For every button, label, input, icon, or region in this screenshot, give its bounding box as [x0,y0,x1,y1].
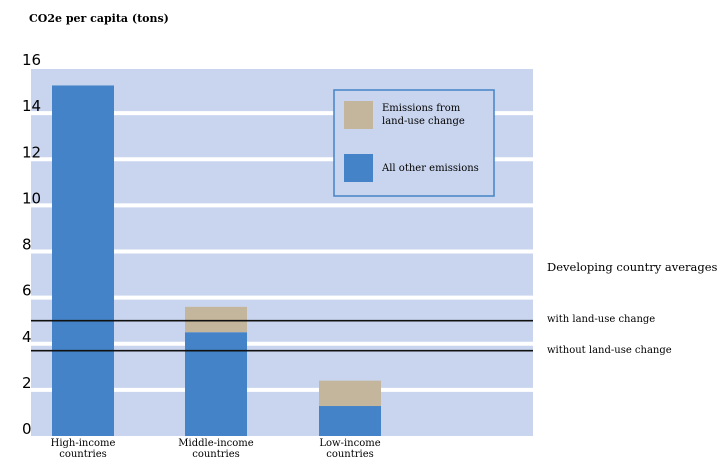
reference-label-without-land-use: without land-use change [547,345,672,356]
legend-label-land-use-line2: land-use change [382,116,465,127]
category-labels: High-incomecountriesMiddle-incomecountri… [51,438,381,460]
category-label-1-line-1: countries [192,449,240,460]
grid-band-0 [31,391,533,436]
legend: Emissions from land-use change All other… [333,89,495,197]
legend-swatch-other-emissions [344,154,373,182]
grid-band-3 [31,253,533,296]
reference-label-with-land-use: with land-use change [547,314,655,325]
bar-1-series-1 [185,306,247,333]
y-tick-4: 4 [22,328,32,346]
category-label-0-line-0: High-income [51,438,116,449]
y-tick-labels: 0 2 4 6 8 10 12 14 16 [22,51,41,438]
grid-band-1 [31,345,533,388]
category-label-1-line-0: Middle-income [178,438,253,449]
category-label-2-line-0: Low-income [319,438,380,449]
y-tick-10: 10 [22,189,41,207]
y-tick-12: 12 [22,143,41,161]
legend-label-land-use-line1: Emissions from [382,103,461,114]
bars [52,85,381,436]
bar-2-series-1 [319,380,381,407]
y-tick-14: 14 [22,97,41,115]
legend-swatch-land-use [344,101,373,129]
legend-label-other-emissions: All other emissions [381,163,479,174]
category-label-0-line-1: countries [59,449,107,460]
y-tick-2: 2 [22,374,32,392]
bar-2-series-0 [319,406,381,436]
reference-title: Developing country averages: [547,260,718,274]
grid-band-4 [31,207,533,250]
category-label-2-line-1: countries [326,449,374,460]
y-axis-label: CO2e per capita (tons) [29,12,169,25]
reference-lines [31,319,533,352]
y-tick-6: 6 [22,282,32,300]
y-tick-16: 16 [22,51,41,69]
bar-1-series-0 [185,332,247,436]
y-tick-0: 0 [22,420,32,438]
bar-0-series-0 [52,85,114,436]
y-tick-8: 8 [22,236,32,254]
